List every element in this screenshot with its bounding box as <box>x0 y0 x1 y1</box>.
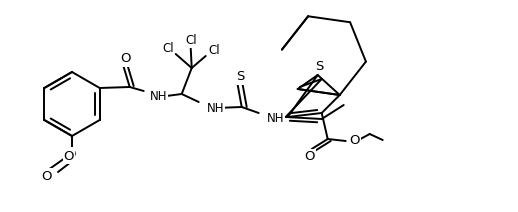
Text: NH: NH <box>150 91 167 103</box>
Text: O: O <box>64 149 74 163</box>
Text: O: O <box>121 53 131 66</box>
Text: O: O <box>350 134 360 148</box>
Text: O: O <box>305 151 315 163</box>
Text: O: O <box>66 148 76 162</box>
Text: S: S <box>315 60 324 73</box>
Text: O: O <box>41 170 52 183</box>
Text: Cl: Cl <box>208 45 220 57</box>
Text: NH: NH <box>207 102 224 114</box>
Text: Cl: Cl <box>162 42 174 56</box>
Text: S: S <box>237 71 245 84</box>
Text: NH: NH <box>267 113 284 126</box>
Text: Cl: Cl <box>185 35 196 47</box>
